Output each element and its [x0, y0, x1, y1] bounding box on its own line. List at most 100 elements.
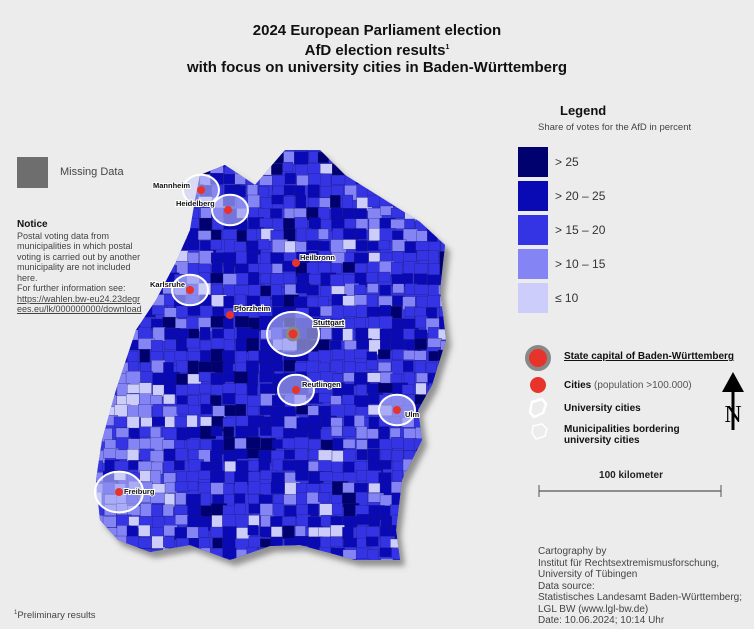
municipality: [344, 152, 358, 165]
municipality: [295, 241, 307, 253]
municipality: [210, 395, 222, 406]
municipality: [356, 569, 368, 581]
municipality: [392, 559, 406, 560]
municipality: [199, 327, 211, 340]
municipality: [425, 197, 442, 210]
municipality: [140, 153, 154, 165]
municipality: [104, 172, 117, 184]
municipality: [164, 339, 177, 350]
city-label: Freiburg: [124, 487, 155, 496]
municipality: [235, 350, 248, 364]
municipality: [139, 195, 150, 207]
municipality: [270, 481, 285, 494]
municipality: [378, 426, 390, 441]
municipality: [367, 207, 383, 220]
municipality: [199, 150, 215, 151]
municipality: [187, 208, 199, 219]
municipality: [138, 524, 151, 537]
municipality: [126, 274, 142, 289]
municipality: [126, 561, 141, 575]
municipality: [428, 538, 440, 549]
municipality: [450, 185, 463, 199]
municipality: [283, 428, 295, 440]
municipality: [343, 372, 357, 382]
municipality: [403, 548, 414, 559]
municipality: [198, 571, 209, 584]
municipality: [428, 383, 440, 395]
municipality: [152, 260, 168, 275]
municipality: [96, 348, 102, 359]
municipality: [114, 197, 131, 211]
municipality: [452, 363, 466, 377]
municipality: [91, 571, 104, 582]
municipality: [259, 558, 273, 560]
municipality: [198, 361, 213, 374]
municipality: [428, 164, 443, 177]
municipality: [451, 438, 467, 448]
municipality: [282, 162, 294, 172]
city-symbol-icon: [530, 377, 546, 393]
municipality: [258, 263, 273, 276]
municipality: [390, 306, 402, 319]
legend-symbols: [525, 345, 551, 440]
municipality: [152, 163, 167, 178]
municipality: [440, 548, 446, 560]
city-markers: Mannheim Heidelberg Heilbronn Karlsruhe Pfor…: [115, 180, 421, 497]
legend-class-label: > 20 – 25: [555, 189, 606, 203]
municipality: [96, 217, 105, 227]
municipality: [210, 571, 220, 584]
municipality: [210, 150, 227, 155]
municipality: [96, 371, 102, 387]
municipality: [176, 547, 188, 559]
municipality: [415, 240, 431, 251]
municipality: [138, 382, 152, 395]
municipality: [200, 153, 215, 169]
municipality: [188, 538, 201, 553]
municipality: [151, 150, 168, 157]
municipality: [235, 294, 246, 306]
municipality: [282, 525, 295, 539]
municipality: [331, 425, 343, 437]
municipality: [139, 349, 150, 364]
municipality: [438, 328, 446, 340]
municipality: [414, 394, 426, 405]
municipality: [246, 360, 259, 374]
city-label: Karlsruhe: [150, 280, 185, 289]
municipality: [197, 230, 212, 241]
municipality: [152, 250, 167, 262]
municipality: [295, 547, 308, 560]
municipality: [96, 384, 109, 398]
municipality: [235, 251, 249, 265]
municipality: [175, 559, 187, 560]
municipality: [115, 561, 129, 574]
download-link[interactable]: https://wahlen.bw-eu24.23degrees.eu/lk/0…: [17, 293, 142, 315]
municipality: [222, 526, 238, 539]
municipality: [307, 516, 323, 529]
municipality: [102, 283, 117, 296]
municipality: [413, 273, 428, 285]
credit-line: Institut für Rechtsextremismusforschung,: [538, 557, 720, 569]
municipality: [402, 536, 417, 552]
municipality: [440, 470, 446, 481]
city-label: Mannheim: [153, 181, 190, 190]
municipality: [162, 548, 177, 560]
municipality: [439, 306, 446, 318]
municipality: [414, 173, 428, 185]
municipality: [416, 526, 428, 542]
municipality: [127, 239, 143, 250]
municipality: [319, 471, 334, 482]
municipality: [356, 514, 371, 525]
legend-class-label: > 25: [555, 155, 579, 169]
municipality: [330, 404, 347, 418]
municipality: [329, 340, 342, 351]
municipality: [140, 218, 157, 230]
municipality: [198, 470, 213, 480]
municipality: [200, 350, 212, 363]
municipality: [259, 371, 273, 383]
university-city-icon: [528, 397, 548, 419]
legend-swatch: [518, 283, 548, 313]
city-label: Heilbronn: [300, 253, 335, 262]
municipality: [318, 571, 334, 581]
municipality: [342, 559, 358, 560]
municipality: [390, 339, 406, 351]
